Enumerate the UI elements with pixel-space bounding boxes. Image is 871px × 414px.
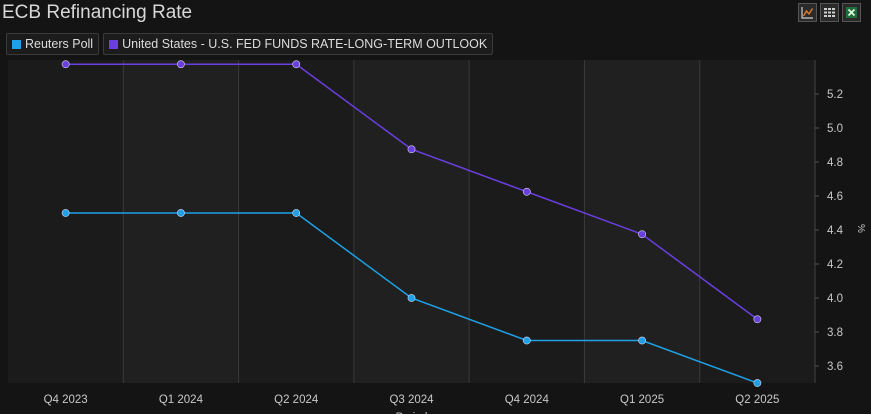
data-point-reuters-poll	[61, 209, 70, 217]
legend-swatch-fed-funds-outlook	[109, 39, 119, 49]
y-tick-label: 4.0	[827, 293, 843, 305]
data-point-reuters-poll	[177, 209, 185, 217]
x-tick-label: Q1 2025	[620, 394, 664, 406]
y-tick-label: 4.8	[827, 157, 843, 169]
data-point-fed-funds-outlook	[292, 60, 301, 69]
plot-band	[238, 60, 354, 383]
y-tick-label: 3.8	[827, 327, 843, 339]
data-point-fed-funds-outlook	[177, 60, 185, 69]
x-tick-label: Q2 2025	[735, 394, 779, 406]
legend-label-fed-funds-outlook: United States - U.S. FED FUNDS RATE-LONG…	[122, 37, 488, 51]
data-point-fed-funds-outlook	[753, 315, 762, 324]
data-point-fed-funds-outlook	[61, 60, 70, 69]
legend: Reuters Poll United States - U.S. FED FU…	[6, 33, 494, 55]
y-tick-label: 3.6	[827, 361, 843, 373]
x-tick-label: Q2 2024	[274, 394, 319, 406]
toolbar	[798, 3, 861, 22]
plot-band	[353, 60, 470, 383]
table-view-button[interactable]	[820, 3, 839, 22]
data-point-reuters-poll	[407, 294, 416, 302]
legend-item-fed-funds-outlook[interactable]: United States - U.S. FED FUNDS RATE-LONG…	[103, 33, 494, 55]
y-tick-label: 4.4	[827, 225, 844, 237]
grid-table-icon	[824, 8, 835, 17]
x-tick-label: Q3 2024	[389, 394, 434, 406]
y-axis-label: %	[855, 224, 866, 233]
data-point-reuters-poll	[638, 336, 646, 345]
y-tick-label: 5.0	[827, 123, 843, 135]
data-point-fed-funds-outlook	[638, 230, 646, 239]
x-tick-label: Q4 2023	[44, 394, 88, 406]
x-tick-label: Q1 2024	[159, 394, 204, 406]
plot-band	[8, 60, 124, 383]
y-tick-label: 4.2	[827, 259, 843, 271]
data-point-fed-funds-outlook	[522, 187, 531, 196]
data-point-fed-funds-outlook	[407, 145, 416, 154]
data-point-reuters-poll	[753, 379, 762, 387]
plot-band	[584, 60, 700, 383]
data-point-reuters-poll	[292, 209, 301, 217]
x-tick-label: Q4 2024	[505, 394, 550, 406]
legend-label-reuters-poll: Reuters Poll	[25, 37, 94, 51]
export-excel-button[interactable]	[842, 3, 861, 22]
excel-icon	[846, 7, 857, 18]
line-chart-button[interactable]	[798, 3, 817, 22]
plot-band	[123, 60, 239, 383]
plot-band	[469, 60, 585, 383]
data-point-reuters-poll	[522, 336, 531, 345]
legend-swatch-reuters-poll	[12, 39, 21, 49]
chart-title: ECB Refinancing Rate	[2, 2, 193, 23]
y-tick-label: 4.6	[827, 191, 843, 203]
legend-item-reuters-poll[interactable]: Reuters Poll	[6, 33, 100, 55]
line-chart-icon	[801, 7, 814, 19]
plot-band	[699, 60, 815, 383]
y-tick-label: 5.2	[827, 89, 843, 101]
x-axis-label: Period	[396, 411, 428, 414]
